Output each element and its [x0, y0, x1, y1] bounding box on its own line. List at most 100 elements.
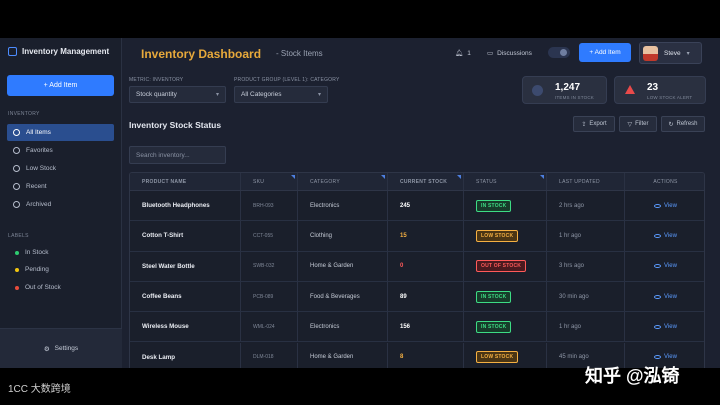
- sidebar-add-item-button[interactable]: + Add Item: [7, 75, 114, 96]
- view-label: View: [664, 232, 677, 239]
- sidebar-label-pending[interactable]: Pending: [7, 261, 114, 278]
- status-badge: OUT OF STOCK: [476, 260, 527, 273]
- eye-icon: [654, 264, 662, 269]
- metric-value: Stock quantity: [136, 91, 177, 98]
- sidebar-item-favorites[interactable]: Favorites: [7, 142, 114, 159]
- current-stock: 89: [388, 281, 464, 312]
- view-label: View: [664, 323, 677, 330]
- chevron-down-icon: ▾: [686, 50, 690, 57]
- sidebar-label-text: Pending: [25, 266, 49, 273]
- settings-button[interactable]: ⚙ Settings: [0, 328, 122, 368]
- refresh-button[interactable]: ↻ Refresh: [661, 116, 705, 132]
- column-header-product[interactable]: PRODUCT NAME: [130, 173, 241, 190]
- sidebar-item-label: All Items: [26, 129, 51, 136]
- column-header-category[interactable]: CATEGORY: [298, 173, 388, 190]
- last-updated: 30 min ago: [547, 281, 625, 312]
- sidebar-item-label: Low Stock: [26, 165, 56, 172]
- category: Electronics: [298, 312, 388, 342]
- column-header-sku[interactable]: SKU: [241, 173, 298, 190]
- sidebar-label-in-stock[interactable]: In Stock: [7, 244, 114, 261]
- view-button[interactable]: View: [625, 221, 704, 250]
- export-button[interactable]: ⇪ Export: [573, 116, 615, 132]
- last-updated: 3 hrs ago: [547, 251, 625, 281]
- export-icon: ⇪: [581, 121, 587, 128]
- section-label-inventory: INVENTORY: [8, 111, 40, 117]
- view-button[interactable]: View: [625, 282, 704, 311]
- last-updated: 1 hr ago: [547, 221, 625, 251]
- view-button[interactable]: View: [625, 252, 704, 281]
- sidebar-item-archived[interactable]: Archived: [7, 196, 114, 213]
- sidebar-item-label: Favorites: [26, 147, 53, 154]
- header-add-item-button[interactable]: + Add Item: [579, 43, 631, 62]
- watermark-left: 1CC 大数跨境: [8, 384, 71, 395]
- status-cell: IN STOCK: [464, 312, 547, 342]
- column-header-status[interactable]: STATUS: [464, 173, 547, 190]
- cube-icon: [13, 129, 20, 136]
- category: Home & Garden: [298, 342, 388, 368]
- cube-icon: [8, 47, 17, 56]
- sidebar-item-label: Recent: [26, 183, 47, 190]
- table-row[interactable]: Steel Water Bottle SWB-032 Home & Garden…: [130, 251, 704, 282]
- toggle-knob: [560, 49, 567, 56]
- category: Clothing: [298, 221, 388, 251]
- sku: WML-024: [241, 312, 298, 342]
- status-cell: OUT OF STOCK: [464, 251, 547, 281]
- view-button[interactable]: View: [625, 312, 704, 341]
- theme-toggle[interactable]: [548, 47, 570, 58]
- sku: BRH-093: [241, 191, 298, 221]
- notifications-button[interactable]: 🔔︎ 1: [455, 49, 471, 58]
- sidebar: Inventory Management + Add Item INVENTOR…: [0, 38, 122, 368]
- sidebar-item-low-stock[interactable]: Low Stock: [7, 160, 114, 177]
- eye-icon: [654, 233, 662, 238]
- table-row[interactable]: Bluetooth Headphones BRH-093 Electronics…: [130, 191, 704, 222]
- filter-button[interactable]: ▽ Filter: [619, 116, 657, 132]
- category: Home & Garden: [298, 251, 388, 281]
- status-badge: IN STOCK: [476, 320, 512, 333]
- sidebar-item-all-items[interactable]: All Items: [7, 124, 114, 141]
- sidebar-item-label: Archived: [26, 201, 52, 208]
- user-name: Steve: [664, 49, 681, 57]
- stat-card-in-stock: 1,247 ITEMS IN STOCK: [522, 76, 607, 104]
- discussions-button[interactable]: ▭ Discussions: [487, 49, 532, 58]
- yellow-dot-icon: [15, 267, 19, 272]
- current-stock: 8: [388, 342, 464, 368]
- table-row[interactable]: Coffee Beans PCB-089 Food & Beverages 89…: [130, 281, 704, 313]
- export-label: Export: [589, 121, 607, 127]
- view-button[interactable]: View: [625, 343, 704, 369]
- box-icon: [532, 85, 543, 96]
- table-row[interactable]: Desk Lamp DLM-018 Home & Garden 8 LOW ST…: [130, 342, 704, 369]
- eye-icon: [654, 203, 662, 208]
- column-header-stock[interactable]: CURRENT STOCK: [388, 173, 464, 190]
- category-select[interactable]: All Categories ▾: [234, 86, 328, 103]
- column-header-updated[interactable]: LAST UPDATED: [547, 173, 625, 190]
- sidebar-label-out-of-stock[interactable]: Out of Stock: [7, 279, 114, 296]
- last-updated: 45 min ago: [547, 342, 625, 368]
- bell-icon: 🔔︎: [455, 50, 464, 57]
- section-label-labels: LABELS: [8, 233, 29, 239]
- warning-icon: [625, 85, 635, 94]
- stat-label: LOW STOCK ALERT: [647, 95, 693, 100]
- status-badge: IN STOCK: [476, 290, 512, 303]
- table-row[interactable]: Wireless Mouse WML-024 Electronics 156 I…: [130, 312, 704, 343]
- refresh-icon: ↻: [668, 121, 674, 128]
- status-badge: LOW STOCK: [476, 229, 519, 242]
- view-label: View: [664, 354, 677, 361]
- filter-label: Filter: [635, 121, 649, 127]
- table-row[interactable]: Cotton T-Shirt CCT-055 Clothing 15 LOW S…: [130, 221, 704, 252]
- page-subtitle: - Stock Items: [276, 49, 323, 58]
- category: Electronics: [298, 191, 388, 221]
- status-cell: IN STOCK: [464, 191, 547, 221]
- user-menu[interactable]: Steve ▾: [639, 42, 702, 64]
- sidebar-item-recent[interactable]: Recent: [7, 178, 114, 195]
- stat-card-low-stock: 23 LOW STOCK ALERT: [614, 76, 706, 104]
- current-stock: 15: [388, 221, 464, 251]
- section-title: Inventory Stock Status: [129, 120, 222, 130]
- view-label: View: [664, 293, 677, 300]
- search-input[interactable]: [129, 146, 226, 164]
- product-name: Coffee Beans: [130, 281, 241, 312]
- status-cell: LOW STOCK: [464, 221, 547, 251]
- view-button[interactable]: View: [625, 191, 704, 220]
- warning-icon: [13, 165, 20, 172]
- eye-icon: [654, 355, 662, 360]
- metric-select[interactable]: Stock quantity ▾: [129, 86, 226, 103]
